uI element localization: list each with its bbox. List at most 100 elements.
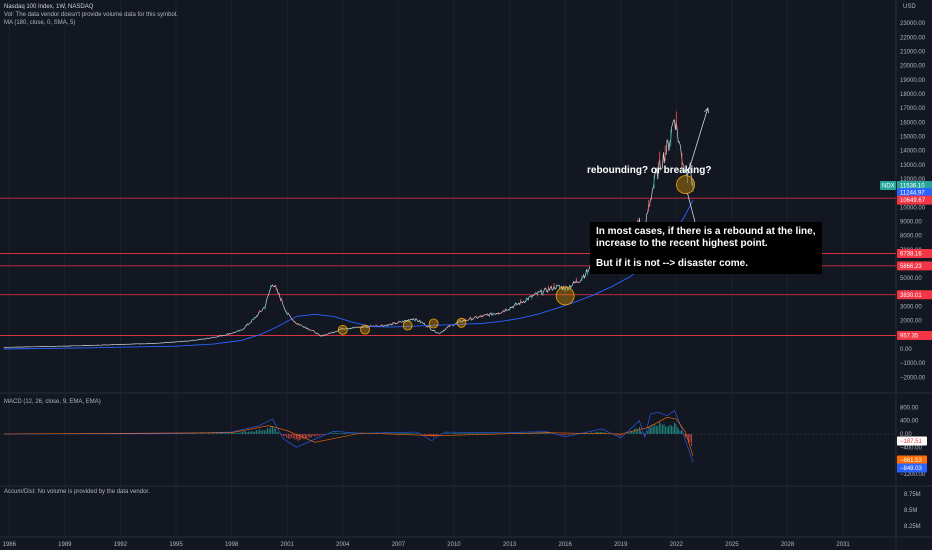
time-tick-label: 2010 [447, 542, 461, 548]
time-axis[interactable]: 1986 1989 1992 1995 1998 2001 2004 2007 2010 2013… [3, 542, 851, 548]
time-tick-label: 2031 [836, 542, 850, 548]
ad-axis[interactable]: 8.75M 8.5M 8.25M [904, 492, 921, 530]
macd-readout-text: −661.53 [900, 458, 923, 464]
price-tick-label: 2000.00 [900, 319, 922, 325]
time-tick-label: 2019 [614, 542, 628, 548]
price-tick-label: −1000.00 [900, 361, 926, 367]
price-tags: NDX11536.1084:0511244.9710649.676738.165… [880, 181, 932, 473]
hline-price-tag-bg [897, 195, 932, 205]
ma-series-line [3, 199, 694, 350]
hline-price-tag-text: 957.35 [900, 333, 919, 339]
price-tick-label: 10000.00 [900, 205, 926, 211]
ma-price-tag: 11244.97 [897, 188, 932, 198]
price-tick-label: −2000.00 [900, 375, 926, 381]
hline-price-tag: 3830.01 [897, 290, 932, 300]
hline-price-tag-text: 5866.23 [900, 264, 922, 270]
ad-tick-label: 8.75M [904, 492, 921, 498]
ma-legend[interactable]: MA (180, close, 0, SMA, 5) [4, 20, 76, 26]
price-tick-label: 23000.00 [900, 21, 926, 27]
price-tick-label: 15000.00 [900, 134, 926, 140]
macd-readout-tag: −187.51 [897, 436, 927, 446]
time-tick-label: 2013 [503, 542, 517, 548]
currency-label: USD [903, 4, 916, 10]
volume-note: Vol: The data vendor doesn't provide vol… [4, 12, 178, 18]
macd-readout-text: −187.51 [900, 439, 923, 445]
macd-tick-label: −400.00 [900, 445, 923, 451]
ndx-price-tag-text: 11536.10 [900, 184, 925, 190]
time-tick-label: 1995 [169, 542, 183, 548]
macd-title: MACD (12, 26, close, 9, EMA, EMA) [4, 399, 101, 405]
price-tick-label: 5000.00 [900, 276, 922, 282]
arrow-head [704, 107, 710, 114]
price-tick-label: 12000.00 [900, 177, 926, 183]
touch-circle [337, 324, 348, 335]
annotation-line-1: In most cases, if there is a rebound at … [596, 226, 816, 237]
price-tick-label: 18000.00 [900, 92, 926, 98]
hline-price-tag: 957.35 [897, 330, 932, 340]
price-tick-label: 9000.00 [900, 219, 922, 225]
price-tick-label: 8000.00 [900, 234, 922, 240]
arrow-shaft [687, 107, 709, 175]
hline-price-tag-text: 6738.16 [900, 252, 922, 258]
hline-price-tag-bg [897, 290, 932, 300]
ndx-price-tag-bg [897, 181, 932, 191]
touch-circle [402, 320, 413, 331]
hline-price-tag-bg [897, 249, 932, 259]
symbol-title[interactable]: Nasdaq 100 Index, 1W, NASDAQ [4, 4, 94, 10]
macd-legend[interactable]: MACD (12, 26, close, 9, EMA, EMA) [4, 398, 101, 406]
macd-line [3, 410, 694, 463]
macd-readout-tag: −849.03 [897, 463, 927, 473]
price-tick-label: 13000.00 [900, 163, 926, 169]
time-tick-label: 2001 [281, 542, 295, 548]
macd-plot[interactable] [0, 410, 896, 463]
time-tick-label: 2007 [392, 542, 406, 548]
time-tick-label: 2025 [725, 542, 739, 548]
macd-readout-bg [897, 463, 927, 473]
touch-circle [428, 318, 439, 329]
time-tick-label: 1989 [58, 542, 72, 548]
hline-price-tag-text: 3830.01 [900, 293, 922, 299]
ndx-symbol-bg [880, 181, 896, 191]
macd-tick-label: 0.00 [900, 432, 912, 438]
macd-tick-label: 400.00 [900, 419, 919, 425]
hline-price-tag: 6738.16 [897, 249, 932, 259]
signal-line [3, 416, 694, 457]
time-tick-label: 2028 [781, 542, 795, 548]
time-tick-label: 2004 [336, 542, 350, 548]
ndx-price-tag: 11536.10 [897, 181, 932, 191]
ma-price-tag-bg [897, 188, 932, 198]
time-tick-label: 1986 [3, 542, 17, 548]
touch-circle [676, 175, 696, 195]
annotation-line-2: increase to the recent highest point. [596, 238, 768, 249]
price-tick-label: 22000.00 [900, 35, 926, 41]
price-tick-label: 20000.00 [900, 64, 926, 70]
price-tick-label: 3000.00 [900, 305, 922, 311]
annotation-box[interactable]: In most cases, if there is a rebound at … [590, 222, 822, 274]
hline-price-tag-bg [897, 261, 932, 271]
annotation-question[interactable]: rebounding? or breaking? [587, 165, 712, 176]
macd-readout-bg [897, 436, 927, 446]
ad-tick-label: 8.25M [904, 524, 921, 530]
price-tick-label: 0.00 [900, 347, 912, 353]
touch-circle [360, 324, 370, 335]
touch-circle [555, 286, 575, 306]
main-legend: Nasdaq 100 Index, 1W, NASDAQ Vol: The da… [4, 3, 178, 27]
macd-readout-text: −849.03 [900, 466, 923, 472]
macd-readout-bg [897, 455, 927, 465]
price-tick-label: 17000.00 [900, 106, 926, 112]
ad-title: Accum/Dist: No volume is provided by the… [4, 489, 150, 495]
hline-price-tag-bg [897, 330, 932, 340]
ndx-symbol-tag: NDX [880, 181, 896, 191]
hline-price-tag: 10649.67 [897, 195, 932, 205]
touch-circle [456, 317, 467, 328]
time-tick-label: 2016 [558, 542, 572, 548]
time-tick-label: 2022 [670, 542, 684, 548]
time-tick-label: 1998 [225, 542, 239, 548]
price-tick-label: 21000.00 [900, 49, 926, 55]
price-tick-label: 14000.00 [900, 149, 926, 155]
ad-legend[interactable]: Accum/Dist: No volume is provided by the… [4, 488, 150, 496]
ma-price-tag-text: 11244.97 [900, 191, 925, 197]
macd-tick-label: −1200.00 [900, 472, 926, 478]
